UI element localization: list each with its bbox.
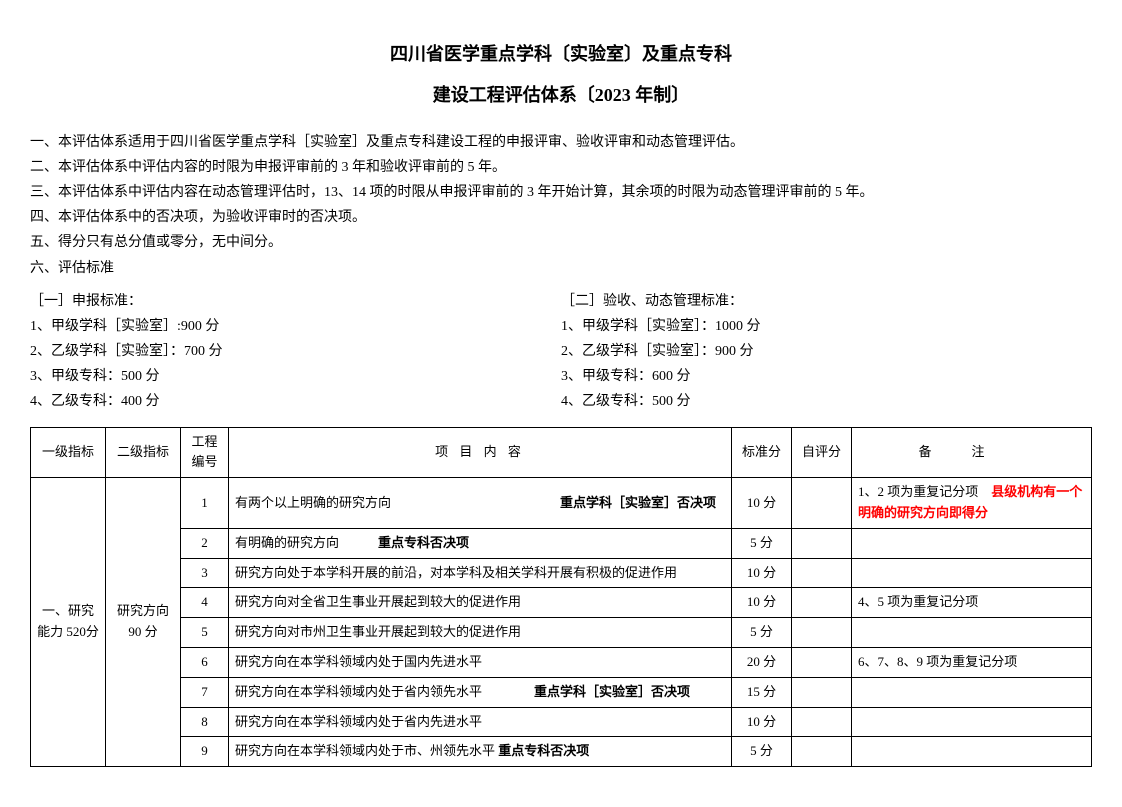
row-self: [792, 528, 852, 558]
row-score: 10 分: [732, 588, 792, 618]
row-self: [792, 648, 852, 678]
row-content: 有两个以上明确的研究方向 重点学科［实验室］否决项: [229, 478, 732, 529]
row-remark: [852, 677, 1092, 707]
intro-line: 六、评估标准: [30, 256, 1092, 281]
row-num: 4: [181, 588, 229, 618]
row-remark: [852, 528, 1092, 558]
row-self: [792, 618, 852, 648]
intro-block: 一、本评估体系适用于四川省医学重点学科［实验室］及重点专科建设工程的申报评审、验…: [30, 130, 1092, 281]
header-self: 自评分: [792, 427, 852, 478]
row-self: [792, 478, 852, 529]
standards-right-line: 1、甲级学科［实验室］：1000 分: [561, 314, 1092, 339]
row-self: [792, 588, 852, 618]
header-l1: 一级指标: [31, 427, 106, 478]
row-content: 研究方向在本学科领域内处于国内先进水平: [229, 648, 732, 678]
standards-block: ［一］申报标准： 1、甲级学科［实验室］:900 分 2、乙级学科［实验室］：7…: [30, 289, 1092, 415]
table-row: 一、研究能力 520分 研究方向90 分 1 有两个以上明确的研究方向 重点学科…: [31, 478, 1092, 529]
row-remark: [852, 737, 1092, 767]
row-num: 8: [181, 707, 229, 737]
row-content: 有明确的研究方向 重点专科否决项: [229, 528, 732, 558]
row-content: 研究方向在本学科领域内处于省内领先水平 重点学科［实验室］否决项: [229, 677, 732, 707]
row-num: 3: [181, 558, 229, 588]
intro-line: 一、本评估体系适用于四川省医学重点学科［实验室］及重点专科建设工程的申报评审、验…: [30, 130, 1092, 155]
row-score: 10 分: [732, 707, 792, 737]
row-content: 研究方向对市州卫生事业开展起到较大的促进作用: [229, 618, 732, 648]
header-remark: 备注: [852, 427, 1092, 478]
doc-title-2: 建设工程评估体系〔2023 年制〕: [30, 81, 1092, 110]
intro-line: 三、本评估体系中评估内容在动态管理评估时，13、14 项的时限从申报评审前的 3…: [30, 180, 1092, 205]
row-score: 20 分: [732, 648, 792, 678]
header-l2: 二级指标: [106, 427, 181, 478]
row-score: 5 分: [732, 528, 792, 558]
row-remark: 1、2 项为重复记分项 县级机构有一个明确的研究方向即得分: [852, 478, 1092, 529]
row-remark: [852, 618, 1092, 648]
row-score: 10 分: [732, 478, 792, 529]
row-num: 9: [181, 737, 229, 767]
row-num: 1: [181, 478, 229, 529]
row-content: 研究方向处于本学科开展的前沿，对本学科及相关学科开展有积极的促进作用: [229, 558, 732, 588]
table-row: 7 研究方向在本学科领域内处于省内领先水平 重点学科［实验室］否决项 15 分: [31, 677, 1092, 707]
row-content: 研究方向在本学科领域内处于市、州领先水平 重点专科否决项: [229, 737, 732, 767]
table-row: 3 研究方向处于本学科开展的前沿，对本学科及相关学科开展有积极的促进作用 10 …: [31, 558, 1092, 588]
row-self: [792, 737, 852, 767]
row-remark: [852, 707, 1092, 737]
row-remark: 6、7、8、9 项为重复记分项: [852, 648, 1092, 678]
standards-left-line: 3、甲级专科：500 分: [30, 364, 561, 389]
intro-line: 四、本评估体系中的否决项，为验收评审时的否决项。: [30, 205, 1092, 230]
doc-title-1: 四川省医学重点学科〔实验室〕及重点专科: [30, 40, 1092, 69]
row-score: 5 分: [732, 618, 792, 648]
row-num: 6: [181, 648, 229, 678]
row-num: 5: [181, 618, 229, 648]
header-content: 项 目 内 容: [229, 427, 732, 478]
standards-left-line: 2、乙级学科［实验室］：700 分: [30, 339, 561, 364]
table-row: 9 研究方向在本学科领域内处于市、州领先水平 重点专科否决项 5 分: [31, 737, 1092, 767]
row-remark: [852, 558, 1092, 588]
row-score: 10 分: [732, 558, 792, 588]
standards-right-header: ［二］验收、动态管理标准：: [561, 289, 1092, 314]
row-self: [792, 677, 852, 707]
row-score: 15 分: [732, 677, 792, 707]
row-score: 5 分: [732, 737, 792, 767]
row-content: 研究方向对全省卫生事业开展起到较大的促进作用: [229, 588, 732, 618]
row-num: 7: [181, 677, 229, 707]
table-row: 4 研究方向对全省卫生事业开展起到较大的促进作用 10 分 4、5 项为重复记分…: [31, 588, 1092, 618]
standards-right-line: 3、甲级专科：600 分: [561, 364, 1092, 389]
standards-left-header: ［一］申报标准：: [30, 289, 561, 314]
level2-cell: 研究方向90 分: [106, 478, 181, 767]
row-remark: 4、5 项为重复记分项: [852, 588, 1092, 618]
row-self: [792, 558, 852, 588]
table-header-row: 一级指标 二级指标 工程编号 项 目 内 容 标准分 自评分 备注: [31, 427, 1092, 478]
table-row: 6 研究方向在本学科领域内处于国内先进水平 20 分 6、7、8、9 项为重复记…: [31, 648, 1092, 678]
intro-line: 五、得分只有总分值或零分，无中间分。: [30, 230, 1092, 255]
table-row: 5 研究方向对市州卫生事业开展起到较大的促进作用 5 分: [31, 618, 1092, 648]
level1-cell: 一、研究能力 520分: [31, 478, 106, 767]
row-content: 研究方向在本学科领域内处于省内先进水平: [229, 707, 732, 737]
intro-line: 二、本评估体系中评估内容的时限为申报评审前的 3 年和验收评审前的 5 年。: [30, 155, 1092, 180]
header-num: 工程编号: [181, 427, 229, 478]
standards-right-line: 4、乙级专科：500 分: [561, 389, 1092, 414]
standards-left-line: 1、甲级学科［实验室］:900 分: [30, 314, 561, 339]
row-num: 2: [181, 528, 229, 558]
header-score: 标准分: [732, 427, 792, 478]
standards-right-line: 2、乙级学科［实验室］：900 分: [561, 339, 1092, 364]
table-row: 2 有明确的研究方向 重点专科否决项 5 分: [31, 528, 1092, 558]
evaluation-table: 一级指标 二级指标 工程编号 项 目 内 容 标准分 自评分 备注 一、研究能力…: [30, 427, 1092, 768]
row-self: [792, 707, 852, 737]
table-row: 8 研究方向在本学科领域内处于省内先进水平 10 分: [31, 707, 1092, 737]
standards-left-line: 4、乙级专科：400 分: [30, 389, 561, 414]
